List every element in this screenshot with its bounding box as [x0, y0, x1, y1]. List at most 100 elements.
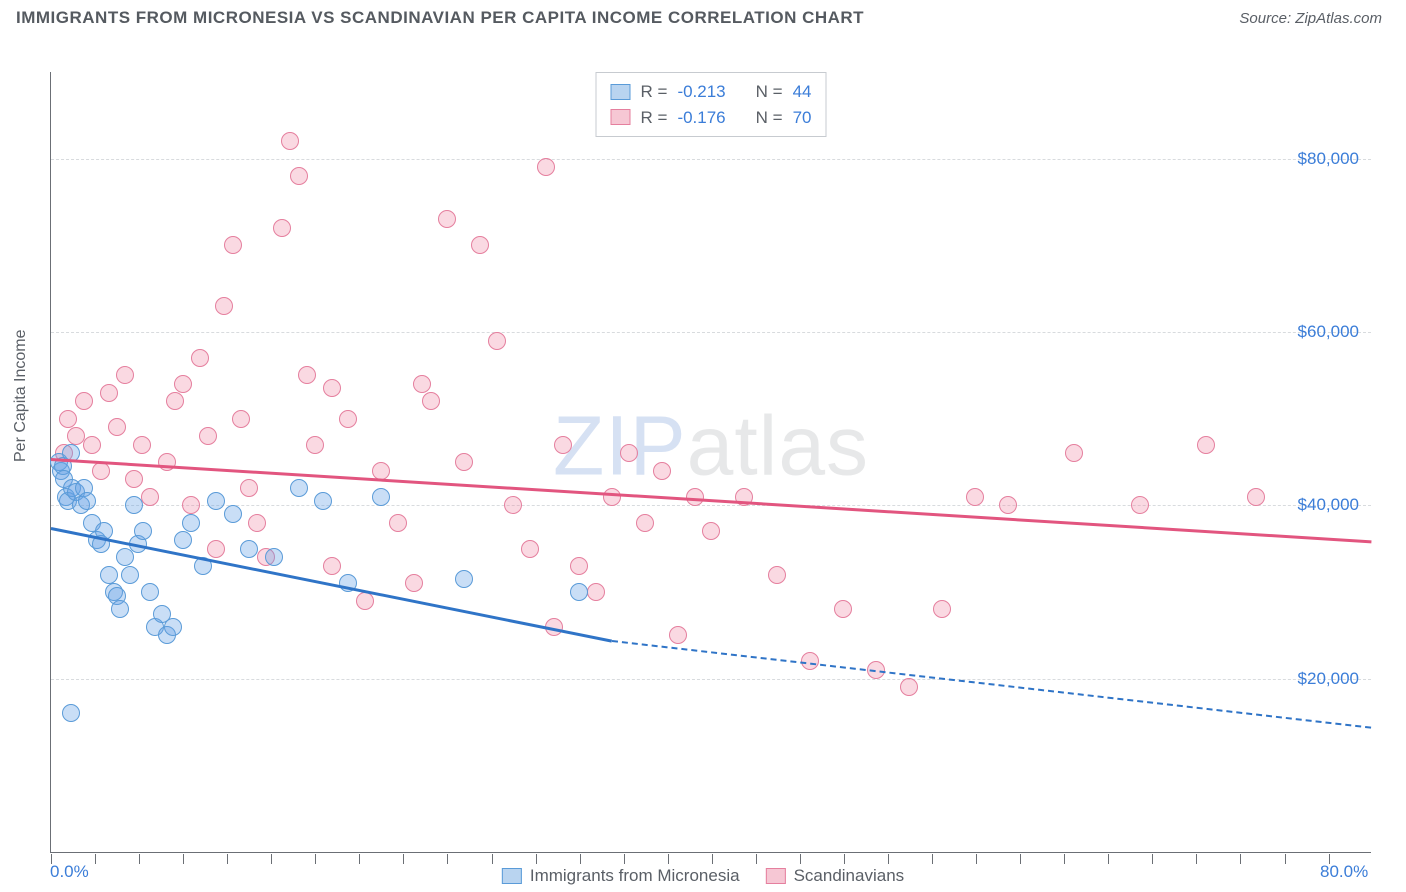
data-point — [702, 522, 720, 540]
data-point — [933, 600, 951, 618]
data-point — [121, 566, 139, 584]
legend-swatch — [611, 109, 631, 125]
y-tick-label: $20,000 — [1298, 669, 1359, 689]
data-point — [100, 384, 118, 402]
x-tick — [1108, 854, 1109, 864]
data-point — [232, 410, 250, 428]
data-point — [999, 496, 1017, 514]
stat-n-value: 70 — [793, 105, 812, 131]
stat-r-label: R = — [641, 79, 668, 105]
legend-swatch — [766, 868, 786, 884]
legend-item: Scandinavians — [766, 866, 905, 886]
data-point — [834, 600, 852, 618]
data-point — [686, 488, 704, 506]
data-point — [92, 462, 110, 480]
data-point — [111, 600, 129, 618]
data-point — [207, 492, 225, 510]
x-tick — [1152, 854, 1153, 864]
data-point — [438, 210, 456, 228]
stats-legend-row: R = -0.213N = 44 — [611, 79, 812, 105]
data-point — [164, 618, 182, 636]
legend-label: Immigrants from Micronesia — [530, 866, 740, 886]
data-point — [134, 522, 152, 540]
data-point — [290, 167, 308, 185]
data-point — [620, 444, 638, 462]
data-point — [488, 332, 506, 350]
data-point — [182, 514, 200, 532]
x-axis-label: 0.0% — [50, 862, 89, 882]
data-point — [166, 392, 184, 410]
data-point — [521, 540, 539, 558]
gridline — [51, 332, 1371, 333]
data-point — [248, 514, 266, 532]
x-tick — [1240, 854, 1241, 864]
x-tick — [756, 854, 757, 864]
data-point — [100, 566, 118, 584]
data-point — [413, 375, 431, 393]
data-point — [587, 583, 605, 601]
data-point — [174, 375, 192, 393]
x-tick — [403, 854, 404, 864]
legend-swatch — [502, 868, 522, 884]
source-prefix: Source: — [1239, 10, 1295, 27]
data-point — [314, 492, 332, 510]
x-tick — [95, 854, 96, 864]
x-tick — [976, 854, 977, 864]
x-tick — [271, 854, 272, 864]
x-tick — [492, 854, 493, 864]
data-point — [356, 592, 374, 610]
gridline — [51, 505, 1371, 506]
stats-legend: R = -0.213N = 44R = -0.176N = 70 — [596, 72, 827, 137]
watermark: ZIPatlas — [553, 398, 869, 495]
data-point — [141, 488, 159, 506]
data-point — [339, 410, 357, 428]
data-point — [141, 583, 159, 601]
data-point — [158, 453, 176, 471]
data-point — [116, 366, 134, 384]
gridline — [51, 159, 1371, 160]
data-point — [900, 678, 918, 696]
legend-label: Scandinavians — [794, 866, 905, 886]
chart-title: IMMIGRANTS FROM MICRONESIA VS SCANDINAVI… — [16, 8, 864, 28]
data-point — [125, 470, 143, 488]
stat-r-value: -0.176 — [677, 105, 725, 131]
x-axis-label: 80.0% — [1320, 862, 1368, 882]
x-tick — [800, 854, 801, 864]
stat-r-label: R = — [641, 105, 668, 131]
data-point — [298, 366, 316, 384]
data-point — [199, 427, 217, 445]
y-tick-label: $80,000 — [1298, 149, 1359, 169]
data-point — [240, 540, 258, 558]
x-tick — [1285, 854, 1286, 864]
data-point — [215, 297, 233, 315]
data-point — [108, 418, 126, 436]
data-point — [669, 626, 687, 644]
watermark-atlas: atlas — [687, 399, 869, 493]
data-point — [265, 548, 283, 566]
x-tick — [888, 854, 889, 864]
data-point — [1197, 436, 1215, 454]
x-tick — [932, 854, 933, 864]
data-point — [372, 462, 390, 480]
data-point — [182, 496, 200, 514]
data-point — [207, 540, 225, 558]
data-point — [636, 514, 654, 532]
stat-n-label: N = — [756, 79, 783, 105]
data-point — [323, 557, 341, 575]
x-tick — [1196, 854, 1197, 864]
x-tick — [536, 854, 537, 864]
data-point — [273, 219, 291, 237]
x-tick — [1064, 854, 1065, 864]
data-point — [306, 436, 324, 454]
y-axis-title: Per Capita Income — [12, 329, 30, 462]
chart-header: IMMIGRANTS FROM MICRONESIA VS SCANDINAVI… — [0, 0, 1406, 32]
stat-n-value: 44 — [793, 79, 812, 105]
stats-legend-row: R = -0.176N = 70 — [611, 105, 812, 131]
plot-region: ZIPatlas R = -0.213N = 44R = -0.176N = 7… — [50, 72, 1371, 853]
data-point — [570, 557, 588, 575]
data-point — [133, 436, 151, 454]
data-point — [224, 505, 242, 523]
data-point — [653, 462, 671, 480]
data-point — [125, 496, 143, 514]
x-tick — [447, 854, 448, 864]
